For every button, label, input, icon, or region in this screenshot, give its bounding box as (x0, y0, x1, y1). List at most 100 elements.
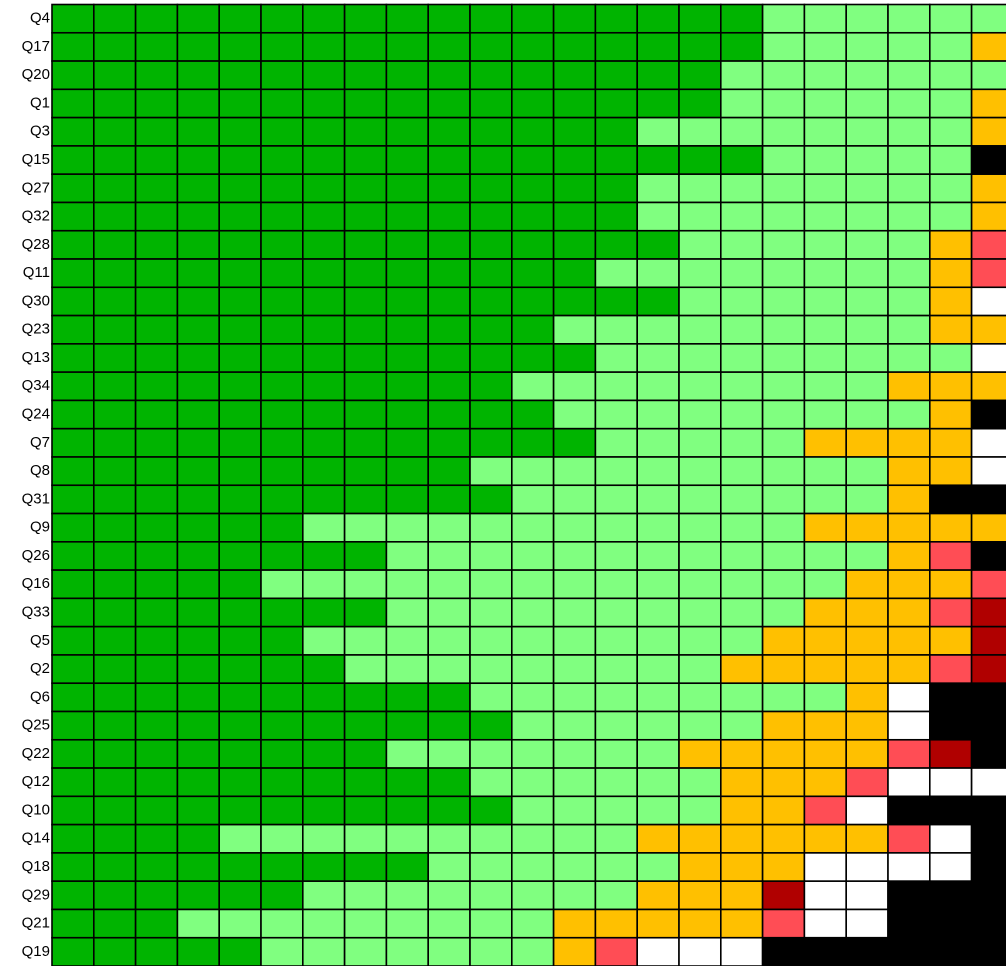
cell (260, 456, 304, 487)
cell (636, 60, 680, 91)
cell (301, 258, 346, 289)
cell (636, 767, 680, 798)
cell (761, 116, 806, 147)
cell (552, 795, 597, 826)
cell (176, 682, 220, 713)
cell (176, 145, 220, 175)
cell (51, 569, 95, 600)
cell (218, 908, 262, 939)
row-label: Q33 (22, 603, 50, 620)
row-label: Q24 (22, 406, 50, 423)
cell (176, 823, 220, 854)
cell (887, 880, 931, 911)
cell (970, 484, 1006, 515)
cell (636, 823, 680, 854)
cell (970, 31, 1006, 62)
cell (93, 936, 137, 966)
cell (93, 738, 137, 769)
cell (678, 229, 722, 260)
cell (845, 31, 889, 62)
cell (719, 852, 764, 882)
cell (928, 795, 973, 826)
cell (719, 145, 764, 175)
cell (803, 371, 848, 402)
cell (301, 569, 346, 600)
cell (678, 399, 722, 430)
cell (385, 31, 429, 62)
cell (93, 484, 137, 515)
cell (134, 682, 179, 713)
cell (761, 145, 806, 175)
cell (887, 31, 931, 62)
cell (552, 229, 597, 260)
cell (260, 60, 304, 91)
cell (678, 795, 722, 826)
cell (761, 569, 806, 600)
cell (845, 116, 889, 147)
cell (93, 343, 137, 373)
cell (719, 484, 764, 515)
cell (51, 31, 95, 62)
row-label: Q13 (22, 349, 50, 366)
cell (93, 569, 137, 600)
cell (970, 597, 1006, 628)
cell (134, 569, 179, 600)
cell (510, 767, 555, 798)
cell (845, 597, 889, 628)
cell (678, 60, 722, 91)
cell (803, 767, 848, 798)
cell (510, 173, 555, 204)
cell (51, 597, 95, 628)
cell (594, 484, 639, 515)
cell (552, 541, 597, 571)
cell (845, 229, 889, 260)
row-label: Q5 (30, 632, 50, 649)
cell (928, 682, 973, 713)
cell (469, 201, 513, 232)
cell (176, 116, 220, 147)
cell (260, 767, 304, 798)
cell (301, 145, 346, 175)
cell (719, 767, 764, 798)
cell (176, 286, 220, 317)
cell (678, 371, 722, 402)
cell (636, 710, 680, 741)
cell (928, 343, 973, 373)
cell (260, 314, 304, 345)
cell (928, 427, 973, 458)
cell (970, 314, 1006, 345)
cell (636, 201, 680, 232)
cell (176, 456, 220, 487)
cell (427, 767, 471, 798)
cell (51, 936, 95, 966)
cell (510, 60, 555, 91)
cell (510, 682, 555, 713)
cell (510, 625, 555, 656)
cell (803, 456, 848, 487)
cell (260, 399, 304, 430)
cell (343, 541, 388, 571)
cell (134, 767, 179, 798)
cell (552, 31, 597, 62)
cell (134, 456, 179, 487)
row-label: Q7 (30, 434, 50, 451)
cell (594, 60, 639, 91)
cell (385, 710, 429, 741)
cell (887, 569, 931, 600)
cell (678, 173, 722, 204)
cell (385, 880, 429, 911)
cell (385, 399, 429, 430)
cell (93, 427, 137, 458)
cell (928, 936, 973, 966)
cell (636, 343, 680, 373)
cell (719, 880, 764, 911)
cell (845, 767, 889, 798)
cell (552, 371, 597, 402)
cell (887, 60, 931, 91)
cell (176, 569, 220, 600)
cell (385, 229, 429, 260)
cell (134, 201, 179, 232)
cell (552, 823, 597, 854)
cell (636, 908, 680, 939)
cell (887, 145, 931, 175)
